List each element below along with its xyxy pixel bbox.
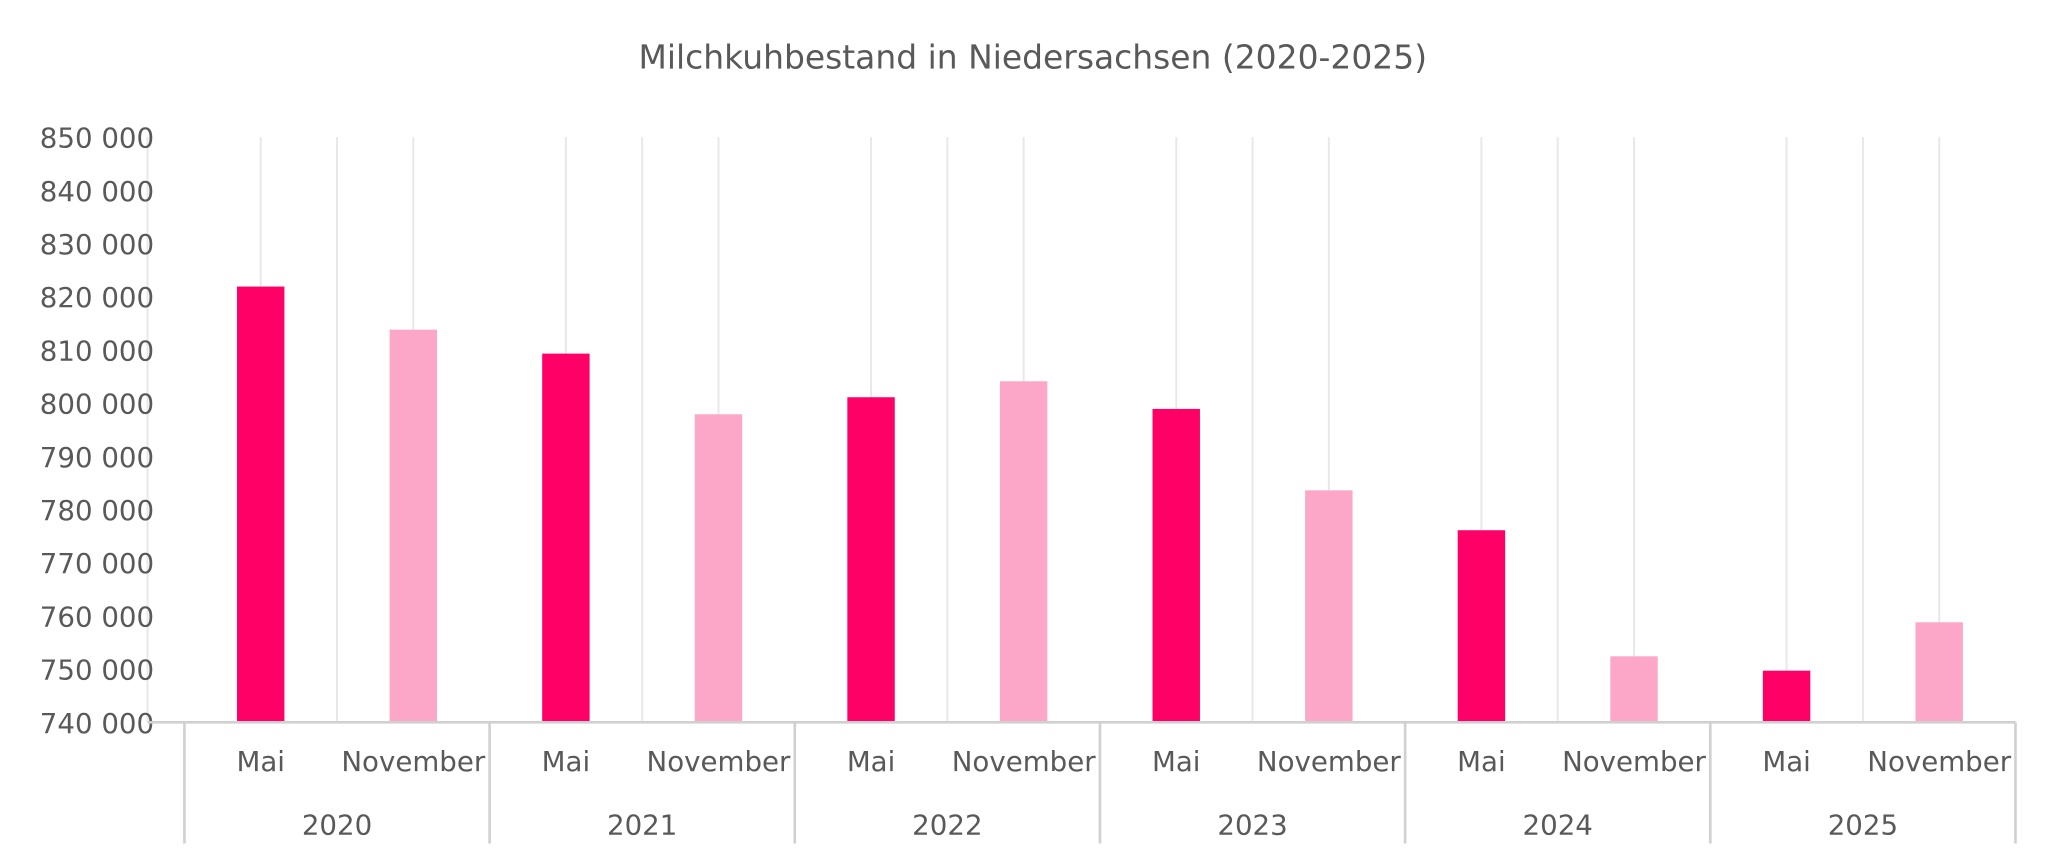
y-tick-label: 820 000 [40,281,154,314]
x-group-label: 2024 [1523,808,1593,841]
bar-2025-mai [1762,670,1811,723]
bar-2020-november [389,329,438,723]
y-tick-label: 840 000 [40,175,154,208]
x-group-label: 2021 [607,808,677,841]
bar-2024-mai [1457,530,1506,723]
y-axis: 740 000 750 000 760 000 770 000 780 000 790 0… [40,122,154,740]
y-tick-label: 800 000 [40,388,154,421]
y-tick-label: 750 000 [40,654,154,687]
x-group-label: 2022 [912,808,982,841]
y-tick-label: 810 000 [40,334,154,367]
y-tick-label: 740 000 [40,707,154,740]
y-tick-label: 780 000 [40,494,154,527]
bar-2022-mai [847,397,895,723]
bar-2025-november [1915,622,1963,723]
y-tick-label: 790 000 [40,441,154,474]
x-category-label: November [1867,745,2011,778]
bar-2023-mai [1152,408,1200,723]
bar-2024-november [1610,656,1658,723]
x-group-label: 2025 [1828,808,1898,841]
gridlines [146,137,1941,723]
x-category-label: Mai [1762,745,1810,778]
x-category-label: Mai [847,745,895,778]
x-category-label: Mai [542,745,590,778]
x-category-label: November [647,745,791,778]
y-tick-label: 760 000 [40,600,154,633]
x-category-label: Mai [1457,745,1505,778]
y-tick-label: 850 000 [40,122,154,155]
x-category-label: November [1562,745,1706,778]
y-tick-label: 830 000 [40,228,154,261]
bar-2022-november [999,381,1048,723]
x-axis: Mai November Mai November Mai November Mai Nove… [147,720,2017,844]
bar-2023-november [1305,490,1353,723]
bars [237,286,1963,723]
y-tick-label: 770 000 [40,547,154,580]
x-category-label: Mai [1152,745,1200,778]
x-category-label: November [341,745,485,778]
chart-title: Milchkuhbestand in Niedersachsen (2020-2… [638,38,1427,77]
x-group-label: 2020 [302,808,372,841]
bar-2021-november [694,414,743,723]
bar-2020-mai [237,286,285,723]
x-category-label: November [1257,745,1401,778]
x-category-label: Mai [236,745,284,778]
x-group-label: 2023 [1217,808,1287,841]
bar-2021-mai [542,353,590,723]
x-category-label: November [952,745,1096,778]
